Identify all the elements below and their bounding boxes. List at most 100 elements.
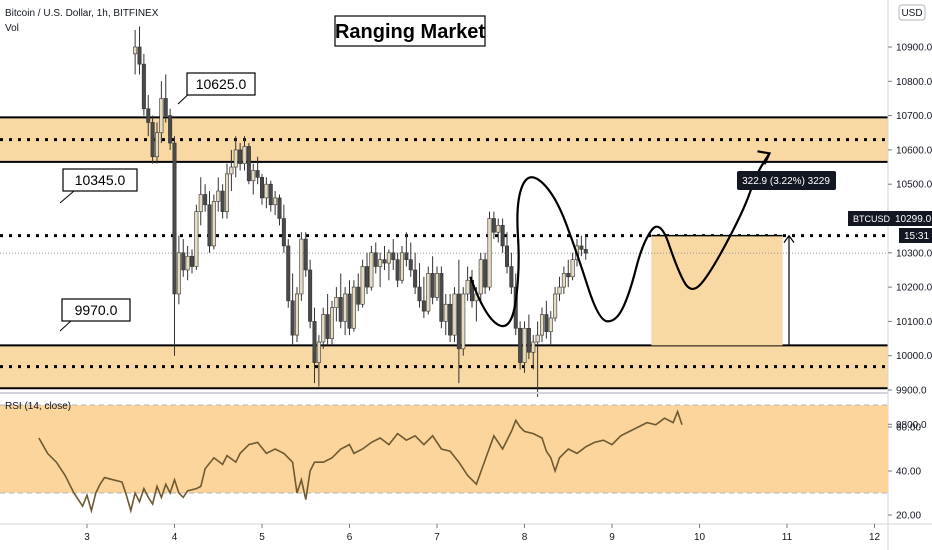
candle[interactable] — [448, 303, 453, 336]
price-axis[interactable]: 10900.010800.010700.010600.010500.010400… — [888, 43, 932, 431]
candle[interactable] — [238, 149, 243, 164]
candle[interactable] — [159, 98, 164, 134]
candle[interactable] — [181, 252, 186, 271]
candle[interactable] — [321, 314, 326, 343]
candle[interactable] — [483, 259, 488, 288]
candle[interactable] — [246, 146, 251, 182]
candle[interactable] — [251, 170, 256, 182]
candle[interactable] — [500, 225, 505, 247]
candle[interactable] — [281, 218, 286, 247]
candle[interactable] — [163, 98, 168, 116]
candle[interactable] — [413, 269, 418, 288]
candle[interactable] — [522, 327, 527, 363]
candle[interactable] — [426, 273, 431, 312]
candle[interactable] — [133, 46, 138, 55]
candle[interactable] — [207, 204, 212, 247]
candle[interactable] — [290, 300, 295, 336]
candle[interactable] — [259, 177, 264, 199]
candle[interactable] — [570, 259, 575, 278]
candle[interactable] — [487, 218, 492, 288]
candle[interactable] — [294, 293, 299, 336]
candle[interactable] — [233, 149, 238, 168]
candle[interactable] — [242, 146, 247, 164]
candle[interactable] — [417, 286, 422, 302]
volume-label[interactable]: Vol — [5, 23, 19, 34]
candle[interactable] — [526, 327, 531, 353]
candle[interactable] — [378, 259, 383, 267]
candle[interactable] — [443, 303, 448, 322]
candle[interactable] — [137, 46, 142, 65]
candle[interactable] — [329, 307, 334, 339]
candle[interactable] — [561, 273, 566, 288]
candle[interactable] — [308, 269, 313, 322]
candle[interactable] — [439, 273, 444, 322]
candle[interactable] — [386, 252, 391, 264]
candle[interactable] — [185, 255, 190, 271]
candle[interactable] — [264, 183, 269, 199]
projection-curve[interactable] — [469, 152, 771, 328]
candle[interactable] — [316, 341, 321, 363]
candle[interactable] — [434, 273, 439, 298]
candle[interactable] — [548, 317, 553, 332]
countdown-tag[interactable]: 15:31 — [899, 228, 932, 243]
candle[interactable] — [496, 225, 501, 233]
candle[interactable] — [220, 190, 225, 212]
candle[interactable] — [155, 132, 160, 158]
candle[interactable] — [334, 297, 339, 308]
candle[interactable] — [229, 166, 234, 175]
candle[interactable] — [504, 245, 509, 267]
candle[interactable] — [338, 297, 343, 322]
candle[interactable] — [535, 334, 540, 343]
last-price-tag[interactable]: BTCUSD 10299.0 — [848, 211, 932, 226]
candle[interactable] — [211, 201, 216, 247]
candle[interactable] — [421, 300, 426, 312]
candle[interactable] — [216, 190, 221, 202]
candle[interactable] — [465, 279, 470, 295]
candle[interactable] — [203, 194, 208, 206]
time-axis[interactable]: 3 4 5 6 7 8 9 10 11 12 — [84, 524, 880, 543]
candle[interactable] — [273, 197, 278, 206]
candle[interactable] — [190, 255, 195, 267]
candle[interactable] — [583, 249, 588, 254]
candle[interactable] — [255, 170, 260, 178]
candle[interactable] — [360, 266, 365, 305]
candle[interactable] — [553, 293, 558, 319]
candle[interactable] — [461, 293, 466, 350]
candle[interactable] — [544, 314, 549, 332]
candle[interactable] — [566, 273, 571, 278]
candle[interactable] — [299, 238, 304, 295]
candle[interactable] — [150, 122, 155, 158]
symbol-title[interactable]: Bitcoin / U.S. Dollar, 1h, BITFINEX — [5, 8, 159, 19]
candle[interactable] — [343, 293, 348, 322]
candle[interactable] — [456, 293, 461, 350]
candle[interactable] — [509, 266, 514, 288]
candle[interactable] — [369, 252, 374, 288]
candle[interactable] — [539, 314, 544, 336]
candle[interactable] — [277, 197, 282, 219]
candle[interactable] — [364, 266, 369, 288]
candle[interactable] — [347, 293, 352, 329]
candle[interactable] — [579, 245, 584, 250]
candle[interactable] — [356, 286, 361, 305]
mid-level-callout[interactable]: 10345.0 — [59, 168, 138, 204]
candle[interactable] — [141, 63, 146, 110]
candle[interactable] — [286, 245, 291, 302]
rsi-pane[interactable]: 60.00 40.00 20.00 — [0, 404, 921, 522]
resistance-callout[interactable]: 10625.0 — [177, 72, 256, 105]
candle[interactable] — [531, 341, 536, 353]
candle[interactable] — [518, 327, 523, 363]
support-callout[interactable]: 9970.0 — [59, 298, 131, 332]
candle[interactable] — [146, 108, 151, 123]
rsi-label[interactable]: RSI (14, close) — [5, 401, 71, 412]
currency-badge[interactable]: USD — [898, 4, 926, 21]
candle[interactable] — [395, 259, 400, 281]
candle[interactable] — [176, 252, 181, 295]
candle[interactable] — [194, 211, 199, 267]
measure-callout[interactable]: 322.9 (3.22%) 3229 — [737, 171, 836, 190]
candle[interactable] — [198, 194, 203, 212]
candle[interactable] — [172, 142, 177, 295]
candle[interactable] — [478, 259, 483, 295]
candle[interactable] — [225, 173, 230, 212]
candle[interactable] — [325, 314, 330, 339]
candle[interactable] — [168, 115, 173, 144]
